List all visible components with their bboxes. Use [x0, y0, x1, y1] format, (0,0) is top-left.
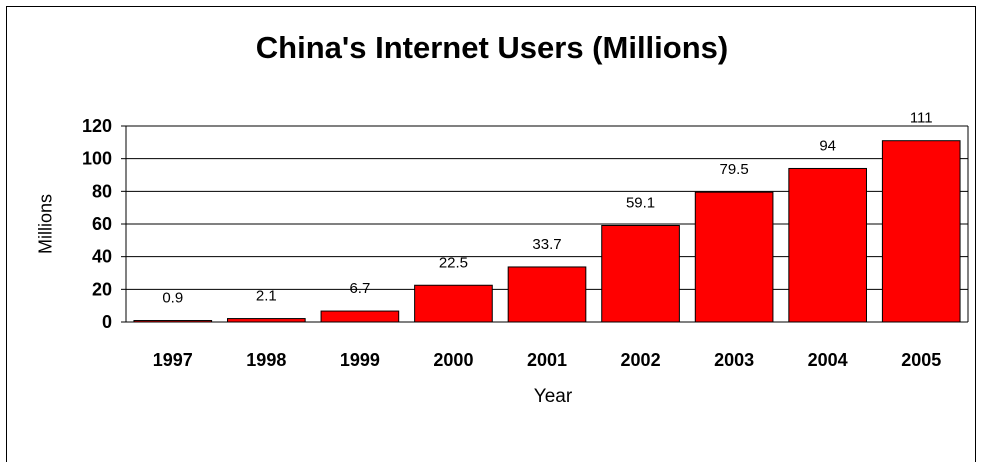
axes	[121, 125, 969, 323]
bar-2005	[881, 140, 961, 323]
data-label-2005: 111	[910, 110, 933, 127]
x-tick-label-2003: 2003	[714, 350, 754, 370]
data-label-2001: 33.7	[532, 236, 561, 253]
x-tick-labels: 1997 1998 1999 2000 2001 2002 2003 2004 2005	[153, 350, 941, 370]
bar-2000	[414, 284, 493, 323]
x-tick-label-2000: 2000	[433, 350, 473, 370]
data-label-2003: 79.5	[720, 161, 749, 178]
data-label-1999: 6.7	[349, 280, 370, 297]
x-tick-label-1999: 1999	[340, 350, 380, 370]
chart-title: China's Internet Users (Millions)	[255, 30, 729, 65]
data-label-1998: 2.1	[256, 288, 277, 305]
x-tick-label-2004: 2004	[808, 350, 848, 370]
y-tick-label: 0	[102, 312, 112, 332]
y-tick-label: 120	[82, 116, 112, 136]
chart-frame	[6, 6, 976, 462]
y-tick-label: 80	[92, 181, 112, 201]
data-label-2000: 22.5	[439, 254, 468, 271]
y-tick-labels: 0 20 40 60 80 100 120	[82, 116, 112, 332]
bar-2003	[694, 191, 774, 323]
data-label-2002: 59.1	[626, 194, 655, 211]
x-tick-label-1998: 1998	[246, 350, 286, 370]
bar-2002	[601, 224, 680, 323]
x-tick-label-1997: 1997	[153, 350, 193, 370]
y-tick-label: 100	[82, 149, 112, 169]
x-tick-label-2005: 2005	[901, 350, 941, 370]
bars	[133, 140, 961, 323]
bar-1998	[227, 318, 306, 323]
bar-2001	[507, 266, 587, 323]
x-tick-label-2002: 2002	[621, 350, 661, 370]
data-label-2004: 94	[819, 137, 836, 154]
data-labels: 0.9 2.1 6.7 22.5 33.7 59.1 79.5 94 111	[162, 110, 932, 307]
x-tick-label-2001: 2001	[527, 350, 567, 370]
bar-1999	[320, 310, 400, 323]
y-tick-label: 20	[92, 279, 112, 299]
y-tick-label: 40	[92, 247, 112, 267]
y-tick-label: 60	[92, 214, 112, 234]
data-label-1997: 0.9	[162, 290, 183, 307]
x-axis-title: Year	[533, 386, 573, 407]
bar-2004	[788, 167, 867, 323]
